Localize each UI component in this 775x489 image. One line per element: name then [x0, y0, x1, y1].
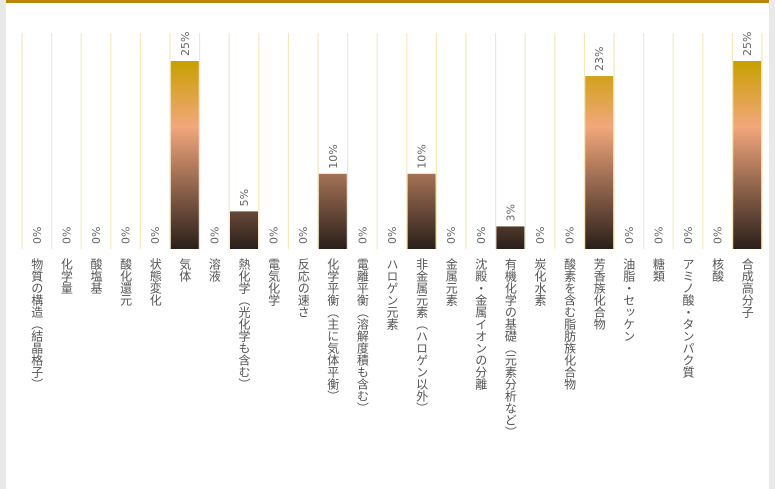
data-label: 0% [31, 227, 44, 244]
data-label: 10% [327, 144, 340, 168]
data-label: 0% [534, 227, 547, 244]
data-label: 0% [445, 227, 458, 244]
category-label: 核酸 [711, 258, 725, 282]
data-label: 0% [475, 227, 488, 244]
data-label: 0% [208, 227, 221, 244]
bar [230, 211, 258, 249]
category-label: 熱化学（光化学も含む） [237, 258, 251, 390]
data-label: 0% [297, 227, 310, 244]
data-label: 25% [179, 32, 192, 56]
category-label: 化学量 [59, 258, 73, 294]
category-label: 金属元素 [444, 257, 458, 306]
category-label: 電気化学 [267, 258, 281, 306]
grid-lines [21, 33, 763, 249]
category-label: アミノ酸・タンパク質 [681, 258, 695, 379]
bar [407, 173, 436, 249]
data-label: 23% [593, 47, 606, 71]
category-label: 有機化学の基礎（元素分析など） [503, 258, 517, 438]
data-label: 5% [238, 189, 251, 206]
category-label: 物質の構造（結晶格子） [30, 258, 44, 390]
data-label: 0% [682, 227, 695, 244]
category-label: 状態変化 [148, 258, 162, 307]
data-label: 10% [416, 144, 429, 168]
data-label: 0% [268, 227, 281, 244]
category-label: 反応の速さ [296, 258, 310, 318]
bar [170, 61, 199, 249]
category-label: 酸塩基 [89, 257, 103, 294]
category-label: 炭化水素 [533, 258, 547, 306]
bar [585, 76, 614, 249]
data-label: 0% [623, 227, 636, 244]
data-labels: 0% 0% 0% 0% 0% 25% 0% 5% 0% 0% 10% 0% 0% 10% 0% 0% 3% 0% 0… [31, 32, 754, 244]
data-label: 25% [741, 32, 754, 56]
category-label: ハロゲン元素 [385, 258, 399, 330]
data-label: 0% [652, 227, 665, 244]
bars [170, 61, 762, 249]
category-label: 化学平衡（主に気体平衡） [326, 258, 340, 402]
data-label: 0% [356, 227, 369, 244]
data-label: 0% [149, 227, 162, 244]
category-label: 酸化還元 [119, 257, 133, 307]
category-labels: 物質の構造（結晶格子） 化学量 酸塩基 酸化還元 状態変化 気体 溶液 熱化学（光化学も含む）… [30, 257, 754, 438]
data-label: 0% [386, 227, 399, 244]
bar [733, 61, 762, 249]
data-label: 3% [504, 204, 517, 221]
data-label: 0% [712, 227, 725, 244]
category-label: 溶液 [207, 257, 221, 282]
category-label: 非金属元素（ハロゲン以外） [415, 258, 429, 414]
chart-panel: 0% 0% 0% 0% 0% 25% 0% 5% 0% 0% 10% 0% 0% 10% 0% 0% 3% 0% 0… [6, 0, 769, 489]
bar [318, 173, 347, 249]
category-label: 気体 [178, 257, 192, 283]
category-label: 油脂・セッケン [622, 258, 636, 342]
category-label: 沈殿・金属イオンの分離 [474, 257, 488, 390]
data-label: 0% [120, 227, 133, 244]
bar [496, 226, 525, 249]
category-label: 合成高分子 [740, 257, 754, 318]
category-label: 芳香族化合物 [592, 258, 606, 330]
data-label: 0% [60, 227, 73, 244]
category-label: 電離平衡（溶解度積も含む） [355, 258, 369, 414]
bar-chart: 0% 0% 0% 0% 0% 25% 0% 5% 0% 0% 10% 0% 0% 10% 0% 0% 3% 0% 0… [21, 32, 763, 438]
data-label: 0% [564, 227, 577, 244]
category-label: 酸素を含む脂肪族化合物 [563, 257, 577, 390]
category-label: 糖類 [651, 257, 665, 283]
data-label: 0% [90, 227, 103, 244]
